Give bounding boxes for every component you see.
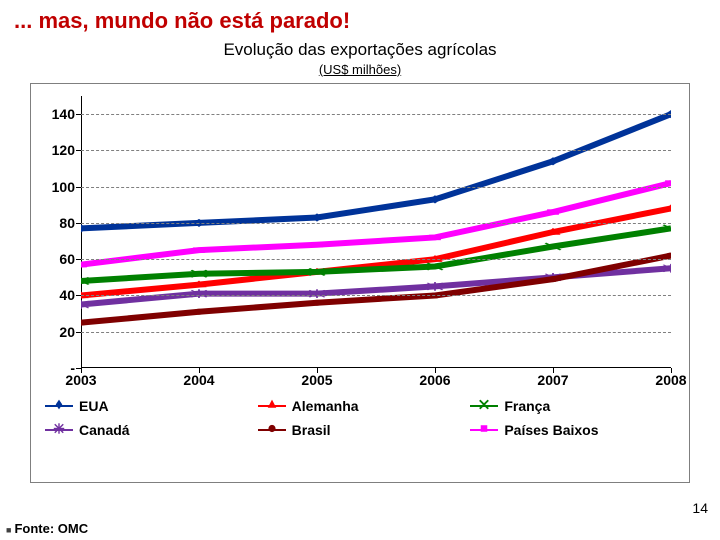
grid-line	[81, 259, 671, 260]
y-axis-label: 60	[59, 251, 81, 267]
legend-item: França	[470, 398, 675, 414]
y-axis-label: 20	[59, 324, 81, 340]
chart-unit: (US$ milhões)	[0, 62, 720, 77]
x-axis-label: 2005	[301, 368, 332, 388]
y-axis-label: 40	[59, 287, 81, 303]
x-axis-label: 2007	[537, 368, 568, 388]
y-axis-label: 140	[52, 106, 81, 122]
grid-line	[81, 150, 671, 151]
legend-item: Países Baixos	[470, 422, 675, 438]
legend: EUA Alemanha França Canadá Brasil Países Baix…	[45, 398, 675, 438]
bullet-icon: ■	[6, 525, 11, 535]
legend-label: EUA	[79, 398, 109, 414]
x-axis-label: 2008	[655, 368, 686, 388]
grid-line	[81, 187, 671, 188]
plot-area: -204060801001201402003200420052006200720…	[41, 92, 679, 392]
legend-item: EUA	[45, 398, 250, 414]
y-axis-label: 80	[59, 215, 81, 231]
legend-label: Países Baixos	[504, 422, 598, 438]
y-axis-label: 100	[52, 179, 81, 195]
chart-title: Evolução das exportações agrícolas	[0, 40, 720, 60]
legend-label: França	[504, 398, 550, 414]
source-label: ■Fonte: OMC	[6, 521, 88, 536]
page-number: 14	[692, 500, 708, 516]
grid-line	[81, 295, 671, 296]
legend-label: Alemanha	[292, 398, 359, 414]
chart-container: -204060801001201402003200420052006200720…	[30, 83, 690, 483]
legend-item: Canadá	[45, 422, 250, 438]
legend-label: Canadá	[79, 422, 130, 438]
grid-line	[81, 223, 671, 224]
legend-label: Brasil	[292, 422, 331, 438]
grid-line	[81, 114, 671, 115]
legend-item: Brasil	[258, 422, 463, 438]
grid-line	[81, 332, 671, 333]
legend-item: Alemanha	[258, 398, 463, 414]
chart-lines	[81, 96, 671, 368]
y-axis-label: 120	[52, 142, 81, 158]
x-axis-label: 2006	[419, 368, 450, 388]
x-axis-label: 2003	[65, 368, 96, 388]
x-axis-label: 2004	[183, 368, 214, 388]
page-title: ... mas, mundo não está parado!	[0, 0, 720, 38]
